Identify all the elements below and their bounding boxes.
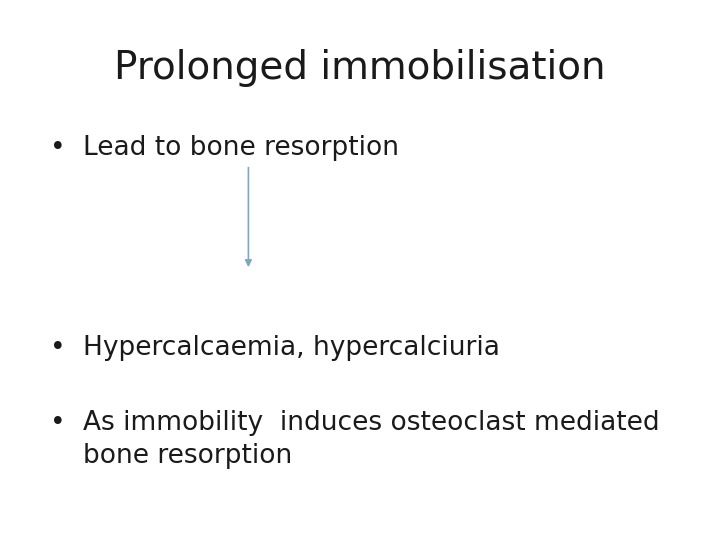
Text: Prolonged immobilisation: Prolonged immobilisation <box>114 49 606 86</box>
Text: •: • <box>50 335 66 361</box>
Text: Lead to bone resorption: Lead to bone resorption <box>83 135 399 161</box>
Text: •: • <box>50 135 66 161</box>
Text: •: • <box>50 410 66 436</box>
Text: Hypercalcaemia, hypercalciuria: Hypercalcaemia, hypercalciuria <box>83 335 500 361</box>
Text: As immobility  induces osteoclast mediated
bone resorption: As immobility induces osteoclast mediate… <box>83 410 660 469</box>
